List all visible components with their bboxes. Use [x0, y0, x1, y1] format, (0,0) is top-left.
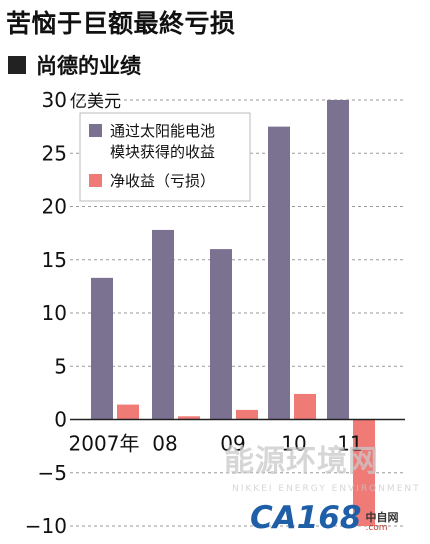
legend-label-revenue: 模块获得的收益	[110, 143, 215, 161]
legend-label-revenue: 通过太阳能电池	[110, 122, 215, 140]
revenue-bar	[210, 249, 232, 420]
revenue-bar	[268, 126, 290, 420]
chart-subtitle-text: 尚德的业绩	[36, 54, 141, 78]
ca168-logo: CA168 中自网 .com	[250, 503, 398, 534]
x-category-label: 09	[220, 432, 245, 456]
revenue-bar	[152, 229, 174, 420]
legend-box	[79, 112, 251, 202]
x-category-label: 2007年	[69, 432, 140, 456]
y-tick-label: −10	[25, 514, 67, 538]
y-tick-label: 0	[54, 408, 67, 432]
legend-swatch-revenue	[89, 124, 102, 137]
revenue-bar	[91, 277, 113, 420]
chart-subtitle: 尚德的业绩	[8, 50, 141, 80]
logo-domain-text: .com	[365, 523, 388, 534]
y-tick-label: 15	[42, 248, 67, 272]
logo-cn-text: 中自网	[365, 511, 399, 525]
logo-cn-block: 中自网 .com	[365, 511, 399, 534]
y-tick-label: 20	[42, 195, 67, 219]
square-bullet-icon	[8, 56, 26, 74]
legend-swatch-net-income	[89, 174, 102, 187]
y-axis-unit-label: 亿美元	[70, 92, 121, 112]
x-category-label: 10	[281, 432, 306, 456]
y-tick-label: 10	[42, 301, 67, 325]
y-tick-label: 5	[54, 354, 67, 378]
x-category-label: 11	[337, 432, 362, 456]
net-income-bar	[353, 419, 375, 526]
watermark-text: 能源环境网	[224, 444, 379, 479]
x-category-label: 08	[152, 432, 177, 456]
net-income-bar	[117, 404, 139, 420]
net-income-bar	[236, 409, 258, 420]
watermark-subtext: NIKKEI ENERGY ENVIRONMENT	[232, 484, 421, 494]
net-income-bar	[294, 393, 316, 420]
y-tick-label: −5	[38, 461, 67, 485]
net-income-bar	[178, 416, 200, 420]
legend-label-net-income: 净收益（亏损）	[110, 172, 215, 190]
logo-main-text: CA168	[250, 500, 362, 536]
chart-title: 苦恼于巨额最終亏损	[6, 9, 236, 38]
y-tick-label: 25	[42, 141, 67, 165]
revenue-bar	[327, 100, 349, 420]
y-tick-label: 30	[42, 88, 67, 112]
